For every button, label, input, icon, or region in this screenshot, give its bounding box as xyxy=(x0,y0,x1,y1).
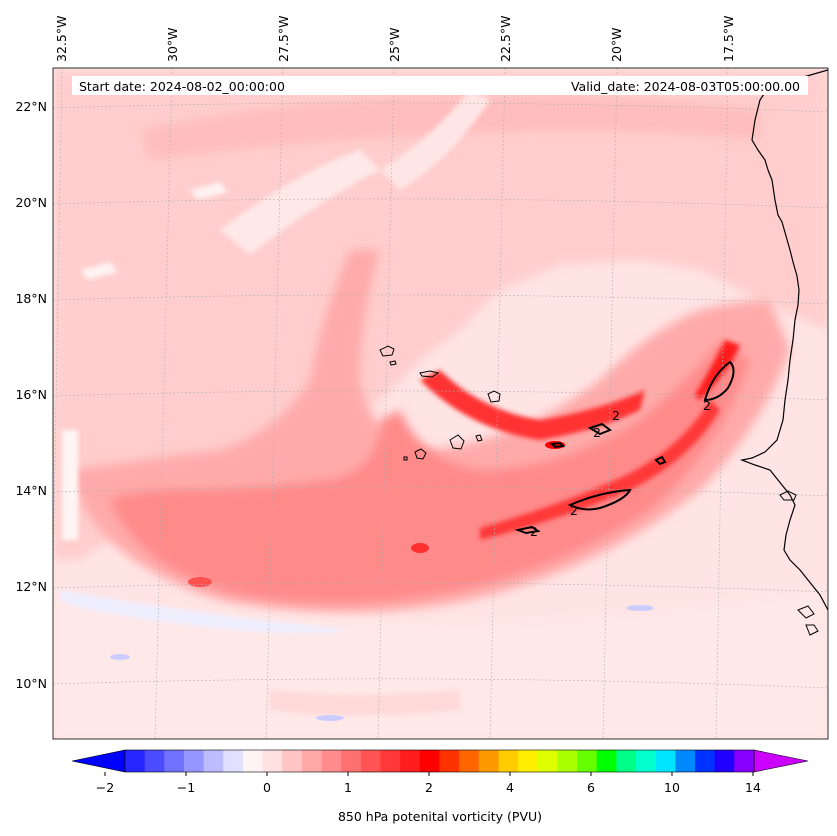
lat-label: 16°N xyxy=(15,387,47,402)
field-streak-3 xyxy=(80,182,228,280)
contour-labels: 2 2 2 2 2 xyxy=(530,398,711,539)
colorbar-tick-label: 4 xyxy=(506,780,514,795)
colorbar-cell xyxy=(459,750,480,772)
colorbar-cell xyxy=(557,750,578,772)
map-frame xyxy=(52,67,829,740)
colorbar-cell xyxy=(596,750,617,772)
lat-label: 10°N xyxy=(15,676,47,691)
colorbar-cells xyxy=(125,750,755,772)
colorbar-cell xyxy=(537,750,558,772)
lat-label: 22°N xyxy=(15,99,47,114)
colorbar-cell xyxy=(636,750,657,772)
colorbar-cell xyxy=(734,750,755,772)
colorbar-cell xyxy=(262,750,283,772)
field-blue-spot-3 xyxy=(316,715,344,721)
colorbar-extend-low xyxy=(71,749,126,773)
colorbar-cell xyxy=(714,750,735,772)
header-box xyxy=(72,76,808,95)
field-spot-3 xyxy=(188,577,212,587)
field-spot-2 xyxy=(411,543,429,553)
colorbar-frame xyxy=(124,749,755,773)
valid-date-text: Valid_date: 2024-08-03T05:00:00.00 xyxy=(571,79,800,94)
pv-field: 2 2 2 2 2 xyxy=(53,68,828,739)
contour-label: 2 xyxy=(703,398,711,413)
colorbar-cell xyxy=(301,750,322,772)
islands xyxy=(379,345,501,461)
lon-label: 30°W xyxy=(165,27,180,62)
colorbar-ticks xyxy=(104,772,754,776)
colorbar-cell xyxy=(164,750,185,772)
field-streak-1 xyxy=(220,150,380,255)
lon-label: 20°W xyxy=(609,27,624,62)
colorbar-cell xyxy=(380,750,401,772)
lon-label: 22.5°W xyxy=(498,16,513,62)
colorbar-cell xyxy=(341,750,362,772)
colorbar-tick-label: 1 xyxy=(344,780,352,795)
field-blue-spot-2 xyxy=(626,605,654,611)
colorbar-tick-label: 2 xyxy=(425,780,433,795)
colorbar-cell xyxy=(439,750,460,772)
latitude-labels: 22°N 20°N 18°N 16°N 14°N 12°N 10°N xyxy=(15,99,47,691)
colorbar-cell xyxy=(144,750,165,772)
colorbar-cell xyxy=(223,750,244,772)
lon-label: 25°W xyxy=(387,27,402,62)
field-lower-band xyxy=(270,690,460,715)
longitude-labels: 32.5°W 30°W 27.5°W 25°W 22.5°W 20°W 17.5… xyxy=(54,16,736,62)
colorbar-tick-label: 14 xyxy=(745,780,761,795)
colorbar-cell xyxy=(360,750,381,772)
colorbar-cell xyxy=(577,750,598,772)
colorbar-cell xyxy=(616,750,637,772)
lat-label: 18°N xyxy=(15,291,47,306)
colorbar: −2 −1 0 1 2 4 6 10 14 850 hPa potenital … xyxy=(71,749,809,824)
start-date-text: Start date: 2024-08-02_00:00:00 xyxy=(79,79,285,94)
colorbar-tick-label: 6 xyxy=(587,780,595,795)
colorbar-cell xyxy=(675,750,696,772)
colorbar-cell xyxy=(518,750,539,772)
colorbar-label: 850 hPa potenital vorticity (PVU) xyxy=(338,809,542,824)
lat-label: 14°N xyxy=(15,483,47,498)
coastline xyxy=(739,69,828,611)
colorbar-cell xyxy=(400,750,421,772)
colorbar-cell xyxy=(419,750,440,772)
colorbar-cell xyxy=(478,750,499,772)
colorbar-cell xyxy=(183,750,205,772)
field-west-strip xyxy=(62,430,78,540)
lat-label: 20°N xyxy=(15,195,47,210)
field-streak-2 xyxy=(380,90,490,190)
colorbar-tick-label: 10 xyxy=(664,780,680,795)
contour-label: 2 xyxy=(593,425,601,440)
colorbar-cell xyxy=(203,750,224,772)
colorbar-tick-labels: −2 −1 0 1 2 4 6 10 14 xyxy=(96,780,761,795)
lon-label: 17.5°W xyxy=(721,16,736,62)
colorbar-tick-label: −1 xyxy=(177,780,195,795)
contours-2pvu xyxy=(514,360,735,535)
colorbar-cell xyxy=(125,750,146,772)
colorbar-cell xyxy=(321,750,342,772)
colorbar-tick-label: 0 xyxy=(263,780,271,795)
colorbar-cell xyxy=(695,750,716,772)
colorbar-cell xyxy=(282,750,303,772)
lon-label: 27.5°W xyxy=(276,16,291,62)
colorbar-cell xyxy=(242,750,263,772)
field-region-upper xyxy=(53,70,828,560)
contour-label: 2 xyxy=(612,408,620,423)
colorbar-tick-label: −2 xyxy=(96,780,114,795)
field-core-1 xyxy=(420,370,645,440)
coastline-islands xyxy=(779,490,819,636)
field-core-2 xyxy=(480,400,720,540)
contour-label: 2 xyxy=(530,524,538,539)
lat-label: 12°N xyxy=(15,579,47,594)
field-arc-inner xyxy=(110,340,750,603)
colorbar-cell xyxy=(498,750,519,772)
colorbar-extend-high xyxy=(753,749,809,773)
contour-label: 2 xyxy=(570,503,578,518)
colorbar-cell xyxy=(655,750,676,772)
lon-label: 32.5°W xyxy=(54,16,69,62)
field-lower-blue xyxy=(60,590,350,634)
field-core-3 xyxy=(695,340,740,400)
field-blue-spot-1 xyxy=(110,654,130,660)
